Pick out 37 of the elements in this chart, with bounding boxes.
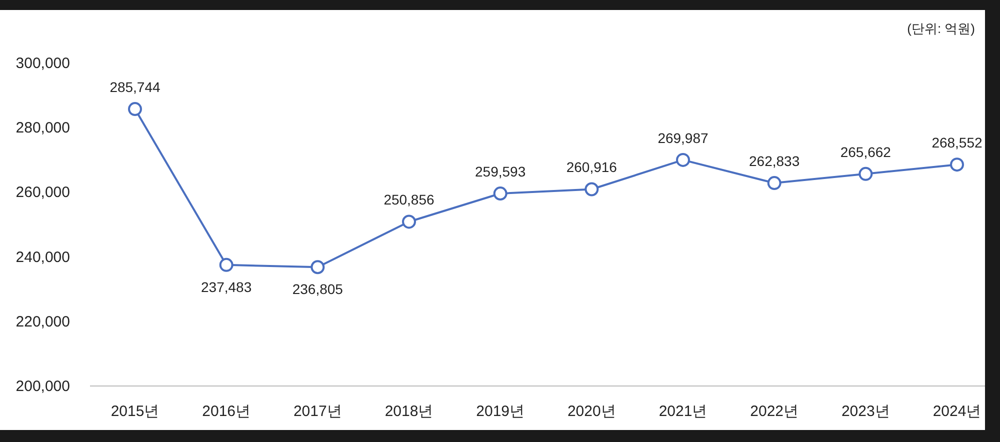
data-label: 265,662: [840, 144, 892, 160]
data-label: 262,833: [749, 153, 800, 170]
text: (단위: 억원): [907, 21, 975, 36]
y-tick-label: 220,000: [16, 313, 70, 330]
y-tick-label: 280,000: [16, 120, 70, 137]
x-tick-label: 2015년: [110, 403, 160, 420]
data-label: 250,856: [384, 192, 435, 208]
x-tick-label: 2022년: [750, 403, 799, 420]
data-label: 285,744: [110, 79, 161, 96]
point: [219, 258, 234, 272]
y-tick-label: 240,000: [16, 248, 70, 266]
x-tick-label: 2019년: [476, 403, 525, 420]
x-tick-label: 2023년: [841, 403, 890, 420]
point: [493, 186, 508, 201]
point: [858, 166, 873, 181]
data-label: 236,805: [292, 281, 344, 298]
data-label: 260,916: [566, 159, 618, 176]
x-tick-label: 2017년: [293, 403, 342, 420]
x-tick-label: 2018년: [384, 403, 434, 420]
x-tick-label: 2020년: [567, 403, 616, 420]
point: [767, 176, 782, 190]
x-tick-label: 2021년: [658, 403, 708, 420]
data-label: 268,552: [932, 134, 983, 151]
point: [950, 158, 964, 172]
y-tick-label: 260,000: [16, 184, 70, 202]
point: [128, 102, 142, 116]
point: [310, 260, 325, 274]
point: [676, 152, 690, 167]
point: [402, 214, 416, 229]
x-tick-label: 2024년: [932, 403, 982, 420]
data-label: 237,483: [201, 278, 252, 295]
point: [584, 182, 599, 196]
x-tick-label: 2016년: [202, 403, 251, 420]
data-label: 269,987: [658, 130, 709, 146]
y-tick-label: 300,000: [16, 55, 70, 72]
y-tick-label: 200,000: [16, 378, 70, 395]
data-label: 259,593: [475, 164, 526, 180]
